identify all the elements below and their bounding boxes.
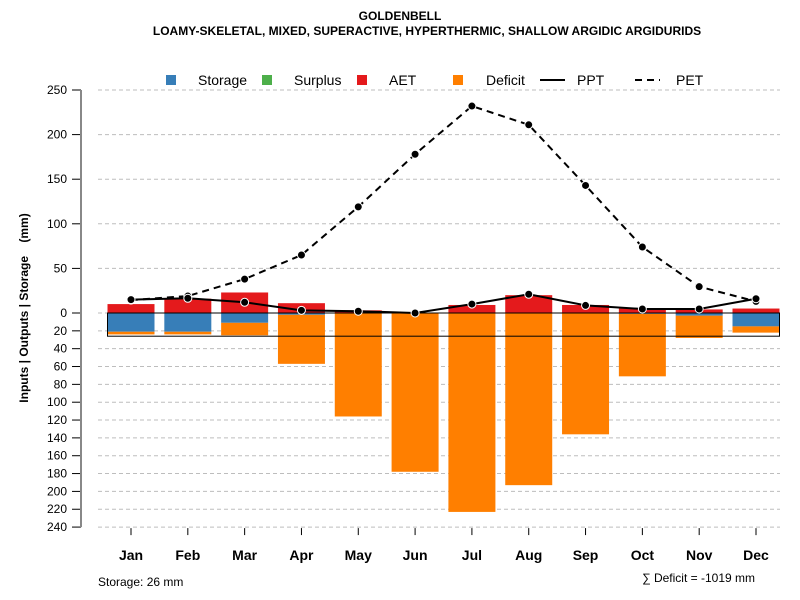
storage-bar [221, 313, 269, 323]
chart-title: GOLDENBELL [359, 9, 442, 23]
y-tick-label: 50 [54, 261, 68, 275]
ppt-point [637, 304, 647, 314]
chart-subtitle: LOAMY-SKELETAL, MIXED, SUPERACTIVE, HYPE… [153, 24, 701, 38]
legend-label-storage: Storage [198, 72, 247, 88]
aet-bar [164, 298, 212, 313]
pet-point [467, 101, 477, 111]
aet-bar [448, 304, 496, 313]
deficit-bar [618, 313, 666, 377]
ppt-point [353, 306, 363, 316]
ppt-point [524, 289, 534, 299]
lines [126, 101, 761, 318]
legend-swatch-surplus [262, 75, 272, 85]
deficit-bar [448, 313, 496, 512]
gridlines [98, 89, 780, 528]
ppt-point [581, 300, 591, 310]
y-tick-label: 200 [47, 484, 67, 498]
legend-swatch-deficit [453, 75, 463, 85]
y-tick-label: 0 [60, 306, 67, 320]
x-tick-label: Oct [631, 547, 655, 563]
legend-label-ppt: PPT [577, 72, 605, 88]
deficit-bar [732, 326, 780, 333]
y-tick-label: 40 [54, 342, 68, 356]
y-tick-label: 120 [47, 413, 67, 427]
legend-swatch-aet [357, 75, 367, 85]
deficit-bar [277, 314, 325, 364]
ppt-point [467, 299, 477, 309]
y-tick-label: 20 [54, 324, 68, 338]
pet-point [524, 120, 534, 130]
deficit-bar [391, 313, 439, 472]
deficit-bar [107, 331, 155, 335]
y-tick-label: 80 [54, 377, 68, 391]
y-tick-label: 250 [47, 83, 67, 97]
pet-point [581, 180, 591, 190]
legend-swatch-storage [166, 75, 176, 85]
x-tick-label: Mar [232, 547, 257, 563]
x-tick-label: Sep [573, 547, 599, 563]
x-tick-label: Jul [462, 547, 482, 563]
y-axis-label: Inputs | Outputs | Storage (mm) [17, 213, 31, 402]
x-tick-label: Nov [686, 547, 713, 563]
x-tick-label: Feb [175, 547, 200, 563]
y-tick-label: 60 [54, 360, 68, 374]
legend-label-pet: PET [676, 72, 704, 88]
deficit-sum-note: ∑ Deficit = -1019 mm [642, 571, 755, 585]
y-tick-label: 180 [47, 467, 67, 481]
legend: Storage Surplus AET Deficit PPT PET [166, 72, 704, 88]
x-tick-label: Dec [743, 547, 769, 563]
pet-point [694, 282, 704, 292]
ppt-point [296, 305, 306, 315]
deficit-bar [505, 313, 553, 486]
ppt-point [240, 297, 250, 307]
y-tick-label: 150 [47, 172, 67, 186]
pet-line [130, 104, 757, 303]
ppt-point [694, 304, 704, 314]
legend-label-deficit: Deficit [486, 72, 525, 88]
storage-note: Storage: 26 mm [98, 575, 183, 589]
y-tick-label: 160 [47, 449, 67, 463]
x-tick-label: Jun [403, 547, 428, 563]
y-tick-label: 100 [47, 217, 67, 231]
legend-label-surplus: Surplus [294, 72, 341, 88]
pet-point [240, 274, 250, 284]
pet-point [296, 250, 306, 260]
x-tick-label: Apr [289, 547, 314, 563]
y-tick-label: 220 [47, 502, 67, 516]
legend-label-aet: AET [389, 72, 417, 88]
aet-bar [107, 304, 155, 313]
deficit-bar [164, 331, 212, 335]
x-axis: Jan Feb Mar Apr May Jun Jul Aug Sep Oct Nov Dec [119, 528, 769, 563]
y-tick-label: 140 [47, 431, 67, 445]
pet-point [353, 202, 363, 212]
pet-point [410, 149, 420, 159]
pet-point [637, 242, 647, 252]
x-tick-label: May [345, 547, 372, 563]
storage-bar [164, 313, 212, 332]
y-tick-label: 100 [47, 395, 67, 409]
y-axis: 0 50 100 150 200 250 20 40 60 80 100 120 140 160 180 20… [47, 83, 82, 534]
deficit-bar [562, 313, 610, 435]
storage-bar [107, 313, 155, 332]
ppt-point [751, 294, 761, 304]
x-tick-label: Jan [119, 547, 143, 563]
y-tick-label: 200 [47, 128, 67, 142]
ppt-point [410, 308, 420, 318]
storage-bar [732, 313, 780, 327]
deficit-bar [221, 322, 269, 336]
ppt-point [183, 293, 193, 303]
deficit-bar [334, 313, 382, 417]
aet-bar [505, 295, 553, 313]
y-tick-label: 240 [47, 520, 67, 534]
storage-bar [675, 313, 723, 316]
ppt-line [130, 293, 757, 315]
deficit-bar [675, 315, 723, 338]
aet-bar [732, 308, 780, 313]
ppt-point [126, 295, 136, 305]
x-tick-label: Aug [515, 547, 542, 563]
